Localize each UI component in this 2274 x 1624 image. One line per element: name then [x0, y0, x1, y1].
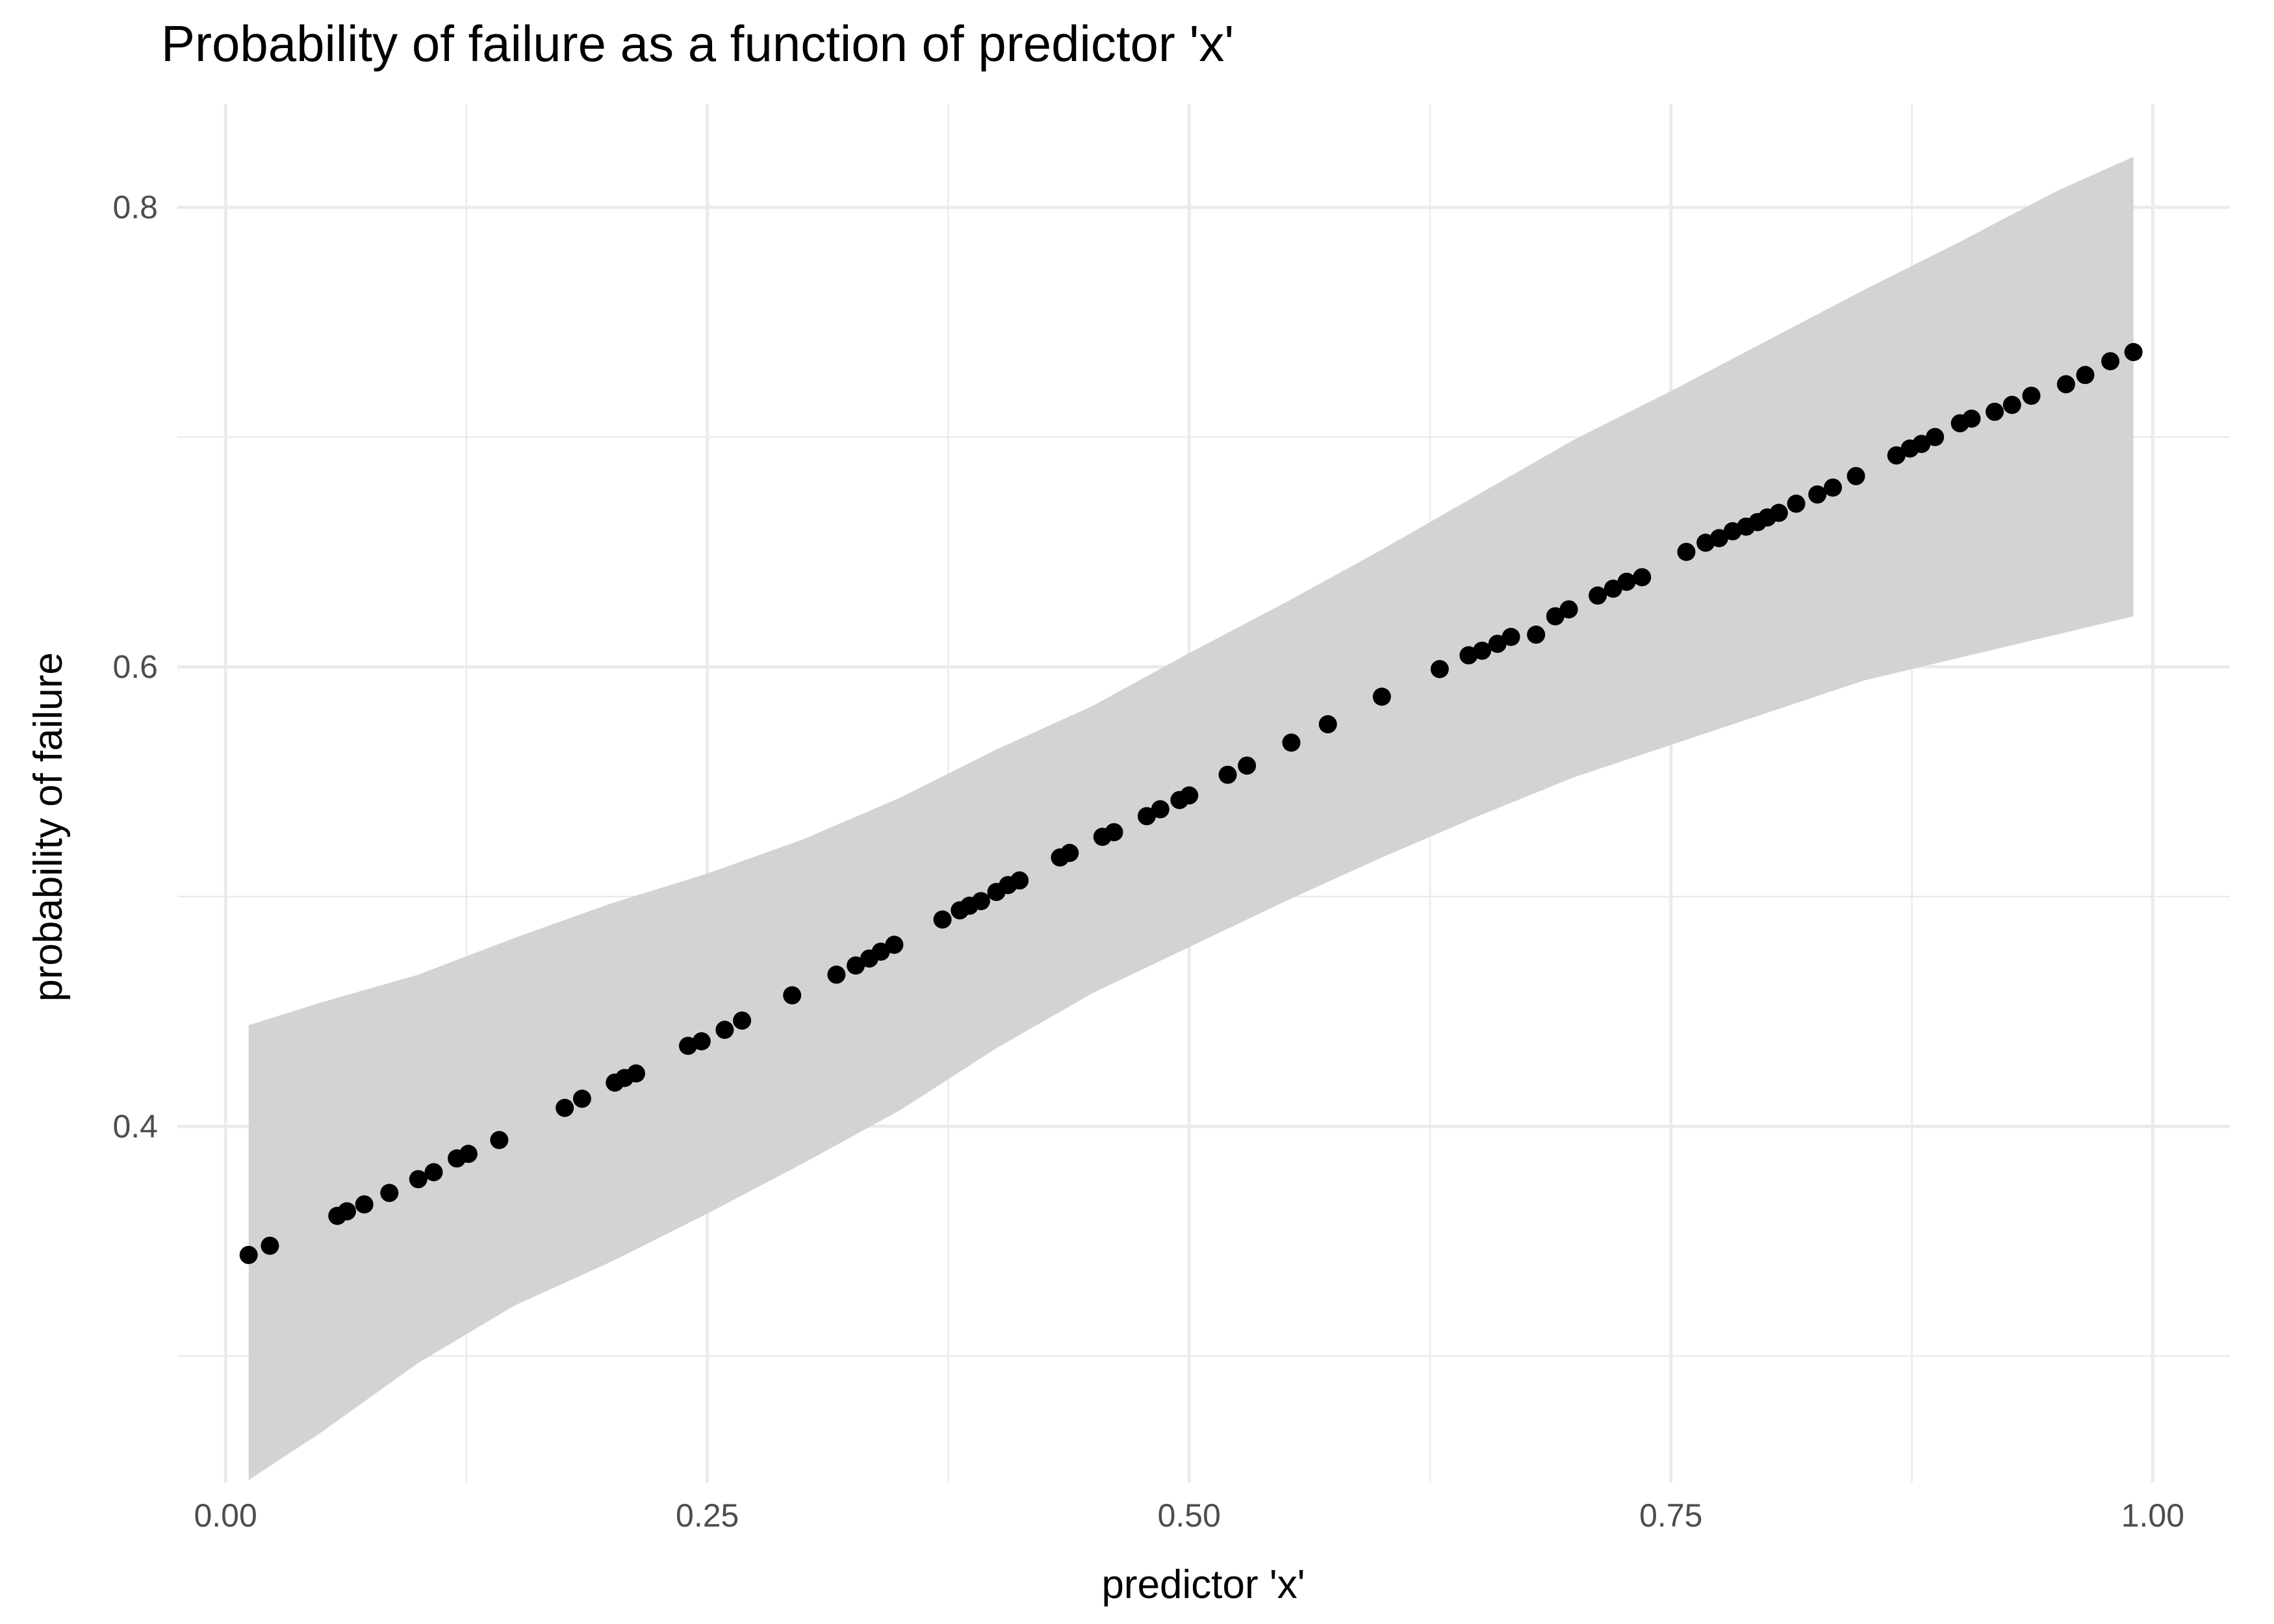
data-point [1282, 733, 1301, 752]
data-point [847, 956, 865, 975]
chart-title: Probability of failure as a function of … [161, 15, 1234, 72]
y-axis-ticks: 0.4 0.6 0.8 [112, 189, 158, 1145]
confidence-ribbon [248, 157, 2134, 1480]
data-point [783, 986, 802, 1005]
data-point [355, 1195, 374, 1214]
y-axis-title: probability of failure [26, 652, 71, 1002]
data-point [1501, 628, 1520, 646]
data-point [1372, 687, 1391, 706]
data-point [971, 892, 990, 911]
data-point [2056, 375, 2075, 394]
data-point [459, 1145, 478, 1163]
x-tick-label: 0.00 [194, 1497, 257, 1534]
data-point [2022, 387, 2041, 405]
x-tick-label: 1.00 [2121, 1497, 2184, 1534]
data-point [380, 1184, 399, 1202]
data-point [715, 1021, 734, 1039]
data-point [2101, 352, 2120, 371]
data-point [2076, 366, 2095, 385]
data-point [627, 1064, 645, 1083]
data-point [1559, 600, 1578, 619]
data-point [1986, 402, 2004, 421]
data-point [933, 910, 952, 929]
data-point [1138, 807, 1156, 826]
data-point [1238, 756, 1257, 775]
data-point [1887, 446, 1906, 465]
data-point [1060, 844, 1079, 862]
x-tick-label: 0.25 [676, 1497, 739, 1534]
data-point [1527, 626, 1546, 644]
data-point [692, 1032, 711, 1050]
data-point [1710, 529, 1728, 548]
data-point [871, 943, 890, 961]
data-point [1912, 435, 1931, 453]
data-point [1546, 607, 1565, 626]
data-point [1808, 485, 1827, 504]
data-point [1105, 823, 1123, 842]
data-point [1846, 466, 1865, 485]
data-point [1218, 765, 1237, 784]
y-tick-label: 0.8 [112, 189, 158, 225]
y-tick-label: 0.6 [112, 648, 158, 685]
data-point [1010, 871, 1029, 890]
data-point [1589, 586, 1607, 605]
data-point [2124, 343, 2143, 361]
data-point [1603, 579, 1622, 598]
data-point [2002, 396, 2021, 414]
data-point [827, 965, 846, 984]
data-point [1473, 641, 1492, 660]
data-point [572, 1089, 591, 1108]
x-axis-ticks: 0.00 0.25 0.50 0.75 1.00 [194, 1497, 2184, 1534]
data-point [1617, 572, 1636, 591]
x-axis-title: predictor 'x' [1101, 1562, 1305, 1607]
data-point [1926, 427, 1945, 446]
data-point [1824, 478, 1842, 497]
data-point [1151, 800, 1169, 818]
data-point [1488, 635, 1507, 653]
data-point [261, 1236, 279, 1255]
data-points [239, 343, 2143, 1264]
data-point [490, 1131, 509, 1149]
data-point [239, 1245, 258, 1264]
x-tick-label: 0.50 [1158, 1497, 1221, 1534]
data-point [409, 1170, 428, 1189]
data-point [733, 1011, 752, 1030]
data-point [1769, 503, 1788, 522]
data-point [1180, 786, 1199, 805]
data-point [1962, 409, 1981, 428]
data-point [1677, 542, 1696, 561]
data-point [1430, 660, 1449, 678]
data-point [1787, 494, 1806, 513]
y-tick-label: 0.4 [112, 1108, 158, 1145]
data-point [885, 935, 904, 954]
data-point [1318, 715, 1337, 733]
x-tick-label: 0.75 [1639, 1497, 1702, 1534]
data-point [424, 1163, 443, 1182]
data-point [338, 1202, 356, 1221]
data-point [556, 1098, 574, 1117]
data-point [1633, 568, 1652, 587]
